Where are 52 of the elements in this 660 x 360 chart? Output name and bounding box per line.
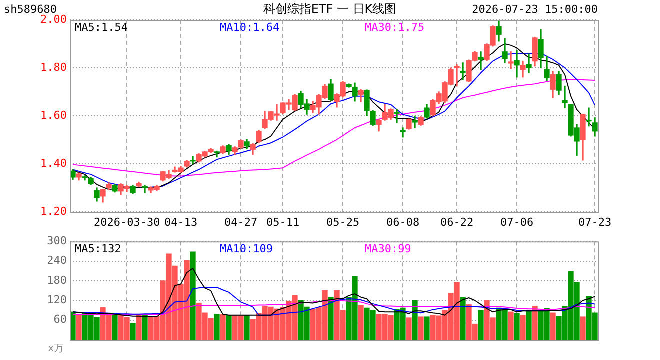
x-tick-label: 07-06 bbox=[500, 216, 534, 229]
bar bbox=[406, 318, 412, 340]
text: MA10:1.64 bbox=[220, 20, 280, 34]
bar bbox=[328, 297, 334, 340]
x-tick-label: 06-08 bbox=[386, 216, 420, 229]
x-tick-label: 05-11 bbox=[266, 216, 300, 229]
bar bbox=[76, 315, 82, 340]
bar bbox=[580, 316, 586, 340]
bar bbox=[226, 315, 232, 340]
bar bbox=[520, 315, 526, 340]
y-tick-label: 1.80 bbox=[40, 60, 67, 74]
x-tick-label: 04-13 bbox=[164, 216, 198, 229]
y-tick-label: 300 bbox=[47, 234, 67, 248]
bar bbox=[550, 312, 556, 340]
bar bbox=[418, 316, 424, 340]
bar bbox=[358, 305, 364, 340]
y-tick-label: 1.40 bbox=[40, 156, 67, 170]
text: MA30:99 bbox=[365, 242, 412, 256]
text: 2026-07-23 15:00:00 bbox=[472, 2, 598, 16]
bar bbox=[142, 315, 148, 340]
bar bbox=[130, 323, 136, 340]
x-tick-label: 04-27 bbox=[224, 216, 258, 229]
y-tick-label: 60 bbox=[54, 313, 67, 326]
bar bbox=[508, 312, 514, 340]
y-tick-label: 1.20 bbox=[40, 204, 67, 218]
bar bbox=[460, 297, 466, 340]
text: MA10:109 bbox=[220, 242, 273, 256]
y-tick-label: 1.60 bbox=[40, 108, 67, 122]
text: MA5:1.54 bbox=[75, 20, 128, 34]
y-tick-label: 180 bbox=[47, 274, 67, 287]
bar bbox=[136, 315, 142, 340]
y-tick-label: 240 bbox=[47, 254, 67, 268]
bar bbox=[190, 252, 196, 340]
x-tick-label: 07-23 bbox=[578, 216, 612, 229]
x-tick-label: 2026-03-30 bbox=[94, 216, 160, 229]
bar bbox=[532, 306, 538, 340]
bar bbox=[526, 310, 532, 340]
bar bbox=[478, 310, 484, 340]
x-tick-label: 05-25 bbox=[326, 216, 360, 229]
y-tick-label: 120 bbox=[47, 294, 67, 306]
text: MA30:1.75 bbox=[365, 20, 425, 34]
y-axis-title: x万 bbox=[48, 344, 64, 355]
bar bbox=[412, 300, 418, 340]
text: MA5:132 bbox=[75, 242, 122, 256]
bar bbox=[514, 313, 520, 340]
bar bbox=[214, 314, 220, 340]
x-tick-label: 06-22 bbox=[440, 216, 474, 229]
bar bbox=[112, 314, 118, 340]
bar bbox=[220, 314, 226, 340]
bar bbox=[424, 316, 430, 340]
bar bbox=[244, 315, 250, 340]
chart-title: 科创综指ETF 一 日K线图 bbox=[263, 2, 397, 16]
